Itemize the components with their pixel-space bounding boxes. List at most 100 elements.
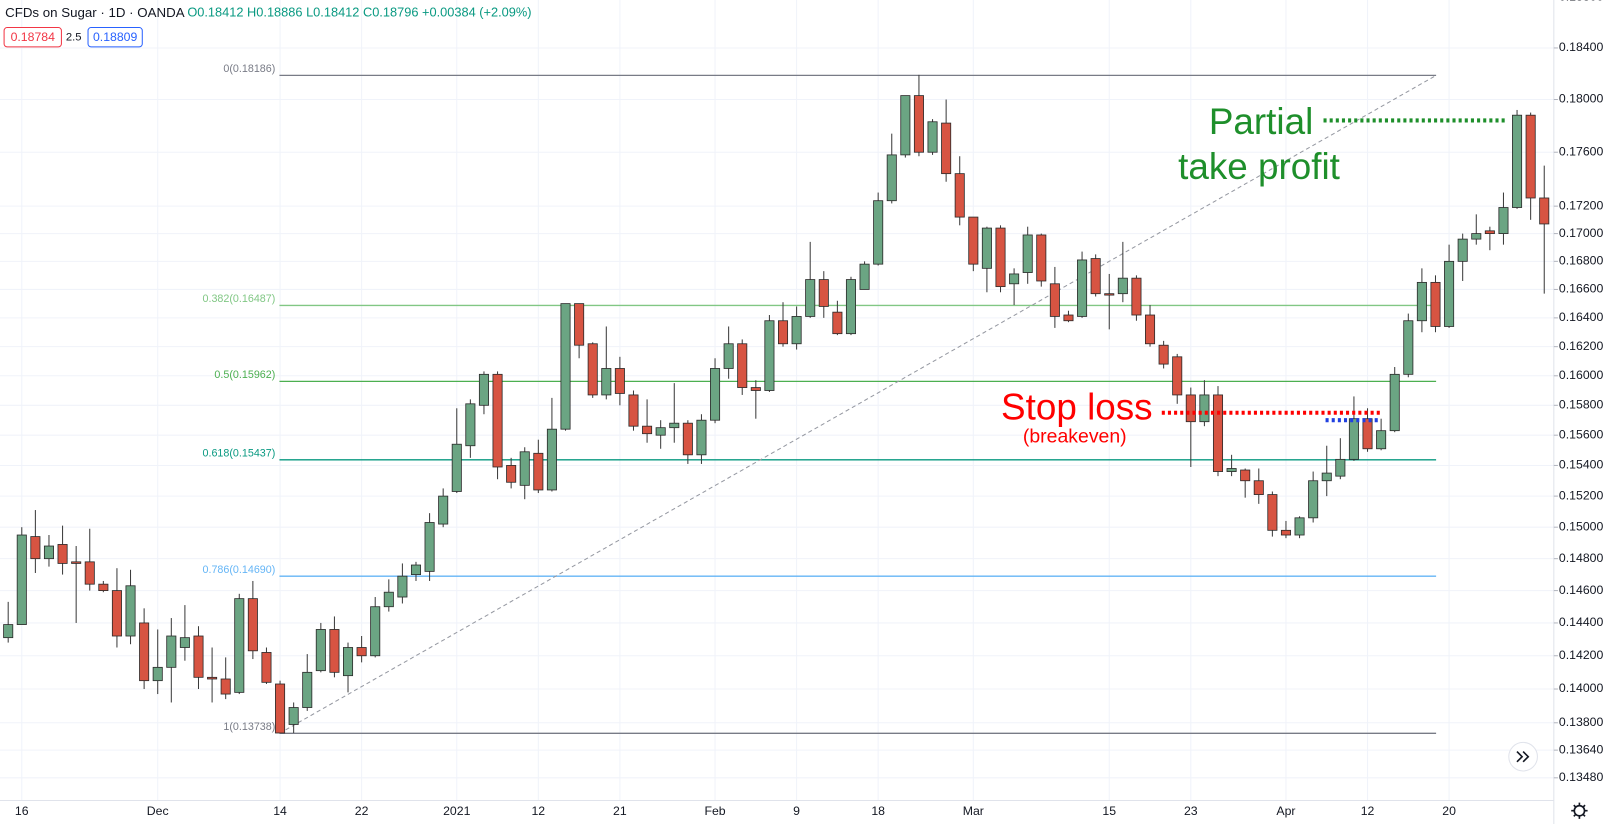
candle-body [30,536,41,560]
candle-body [302,671,313,708]
y-tick-label: 0.14600 [1559,583,1604,597]
candle-body [682,422,693,456]
candle-body [574,303,585,346]
x-tick-label: Feb [704,804,725,818]
candle-body [424,522,435,572]
candle-body [941,122,952,175]
bid-price[interactable]: 0.18784 [11,30,56,44]
candle-body [696,419,707,456]
candle-body [669,422,680,429]
candle-body [601,368,612,396]
scroll-icon[interactable] [1516,751,1530,763]
candle-body [370,606,381,657]
candle-body [1539,197,1550,225]
candle-body [954,173,965,218]
candle-body [737,343,748,388]
candle-body [913,95,924,153]
candle-body [1471,233,1482,240]
candle-body [873,200,884,265]
candle-body [1308,480,1319,519]
candle-body [506,465,517,483]
candle-body [84,561,95,585]
candle-body [1036,234,1047,282]
candle-body [519,451,530,486]
candle-body [383,591,394,608]
scroll-button[interactable] [1508,741,1538,772]
settings-gear[interactable] [1571,802,1588,819]
y-tick-label: 0.18400 [1559,40,1604,54]
candle-body [614,368,625,394]
candle-body [859,263,870,290]
spread: 2.5 [66,32,82,44]
gear-teeth[interactable] [1571,802,1588,819]
candle-body [886,154,897,202]
candle-body [166,635,177,668]
candle-body [3,624,14,639]
candle-body [1145,314,1156,345]
candle-body [587,343,598,396]
candle-body [1512,114,1523,208]
fib-label: 1(0.13738) [223,721,275,733]
symbol-title: CFDs on Sugar · 1D · OANDA [5,5,185,20]
candle-body [451,443,462,492]
candle-body [465,403,476,447]
candle-body [1267,494,1278,531]
y-tick-label: 0.15600 [1559,427,1604,441]
fib-label: 0.5(0.15962) [214,369,275,381]
candle-body [261,652,272,683]
candle-body [1498,207,1509,234]
grid [0,0,1554,801]
candle-body [247,598,258,652]
candle-body [750,387,761,391]
y-tick-label: 0.16000 [1559,368,1604,382]
candle-body [927,121,938,153]
candle-body [410,564,422,575]
candle-body [546,428,557,491]
x-tick-label: 2021 [443,804,470,818]
candle-body [1172,356,1183,396]
y-tick-label: 0.17000 [1559,226,1604,240]
x-tick-label: Dec [147,804,169,818]
y-tick-label: 0.13800 [1559,715,1604,729]
candle-body [288,707,299,725]
candle-body [1131,277,1142,316]
candle-body [1117,277,1128,295]
x-tick-label: 22 [355,804,369,818]
candle-body [1525,114,1536,199]
candle-body [220,678,231,695]
fib-label: 0.382(0.16487) [202,293,275,305]
candle-body [1376,430,1387,450]
candle-body [1022,234,1033,273]
candle-body [1104,293,1115,296]
ask-box[interactable] [87,27,143,48]
candle-body [207,676,218,680]
candle-body [655,427,666,436]
x-tick-label: 23 [1184,804,1198,818]
y-tick-label: 0.14000 [1559,681,1604,695]
candle-body [43,545,54,560]
candle-body [1321,472,1332,482]
annotation-text: take profit [1178,146,1340,187]
candle-body [1226,468,1237,472]
candle-body [329,629,340,673]
candle-body [1077,259,1088,317]
x-tick-label: 15 [1102,804,1116,818]
x-tick-label: 16 [15,804,29,818]
candle-body [438,495,449,525]
candle-body [343,647,354,677]
x-tick-label: 9 [793,804,800,818]
x-tick-label: 12 [1361,804,1375,818]
candle-body [111,590,122,637]
ask-price[interactable]: 0.18809 [93,30,138,44]
candle-body [1389,373,1400,432]
candle-body [818,279,829,307]
bid-box[interactable] [3,27,62,48]
candle-body [193,635,204,678]
fib-label: 0.786(0.14690) [202,564,275,576]
y-tick-label: 0.17600 [1559,144,1604,158]
axes: 0.18800 0.18400 0.18000 0.17600 0.17200 0.170… [15,0,1604,818]
candle-body [1403,320,1414,375]
candle-body [1444,260,1455,327]
